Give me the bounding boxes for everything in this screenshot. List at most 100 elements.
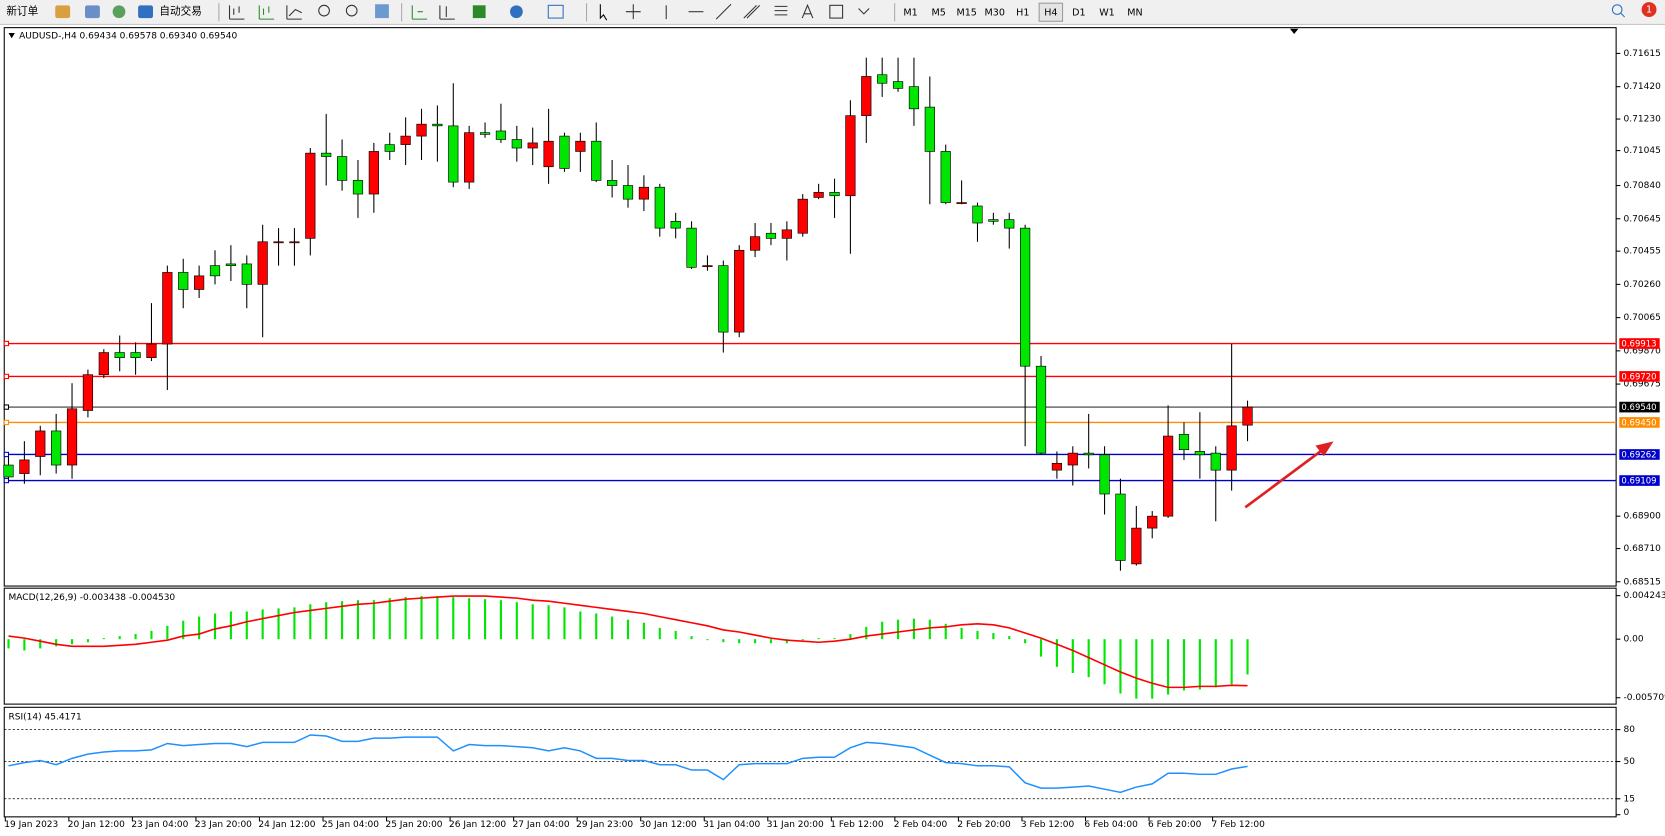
macd-bar (785, 639, 788, 644)
notification-count[interactable]: 1 (1646, 5, 1652, 16)
icon[interactable] (345, 4, 358, 17)
candle-body (432, 123, 443, 127)
timeframe-button[interactable]: M30 (985, 7, 1005, 18)
candle-body (829, 192, 840, 197)
icon[interactable] (743, 4, 761, 19)
icon[interactable] (228, 5, 245, 20)
icon[interactable] (858, 8, 870, 15)
candle-body (336, 156, 348, 181)
icon[interactable] (112, 5, 126, 19)
timeframe-button[interactable]: D1 (1072, 7, 1085, 18)
macd-bar (531, 604, 534, 640)
macd-bar (245, 611, 248, 640)
candle-body (892, 81, 904, 89)
timeframe-button[interactable]: M1 (903, 7, 917, 18)
timeframe-button[interactable]: M15 (957, 7, 977, 18)
macd-bar (1214, 639, 1217, 688)
candle-body (1115, 493, 1126, 561)
macd-bar (976, 630, 979, 640)
macd-bar (817, 638, 820, 640)
x-tick-label: 24 Jan 12:00 (258, 820, 315, 830)
macd-bar (277, 608, 280, 640)
icon[interactable] (801, 3, 814, 19)
macd-bar (404, 597, 407, 640)
level-label: 0.69262 (1621, 451, 1656, 461)
macd-bar (690, 636, 693, 640)
icon[interactable] (439, 5, 455, 20)
icon[interactable] (286, 5, 302, 20)
level-label-bg (1619, 475, 1660, 486)
timeframe-button[interactable]: W1 (1099, 7, 1115, 18)
macd-bar (1135, 639, 1138, 699)
macd-bar (722, 639, 725, 643)
macd-bar (579, 611, 582, 640)
icon[interactable] (472, 5, 486, 19)
macd-bar (356, 600, 360, 640)
candle-body (1163, 435, 1174, 517)
candle-body (638, 186, 649, 200)
candle-body (225, 263, 236, 266)
rsi-line (8, 734, 1248, 794)
candle-body (1178, 434, 1190, 451)
icon[interactable] (85, 5, 100, 19)
icon[interactable] (375, 4, 389, 19)
macd-bar (738, 639, 741, 644)
candle-body (289, 241, 300, 244)
icon[interactable] (547, 4, 564, 19)
level-label: 0.69913 (1621, 340, 1656, 350)
timeframe-button[interactable]: H1 (1016, 7, 1029, 18)
y-tick-label: 0.71420 (1624, 82, 1662, 92)
y-tick-label: 0.004243 (1624, 591, 1665, 601)
timeframe-button[interactable]: M5 (931, 7, 945, 18)
toolbar-button[interactable]: 新订单 (6, 5, 38, 18)
candle-body (241, 263, 252, 285)
macd-bar (1039, 639, 1043, 657)
macd-bar (420, 596, 423, 640)
candle-body (765, 232, 777, 239)
level-label: 0.69720 (1621, 372, 1656, 382)
level-handle (3, 373, 10, 380)
toolbar: 新订单 自动交易 M1 M5 M15 M30 H1 H4 D1 W1 MN 1 (0, 0, 1665, 25)
level-handle (3, 477, 10, 484)
toolbar-button[interactable]: 自动交易 (159, 5, 201, 18)
x-tick-label: 19 Jan 2023 (4, 820, 58, 830)
macd-bar (55, 639, 58, 647)
macd-bar (960, 627, 963, 640)
timeframe-button[interactable]: H4 (1044, 7, 1057, 18)
icon[interactable] (411, 5, 428, 20)
macd-bar (674, 630, 677, 640)
icon[interactable] (55, 5, 71, 19)
macd-bar (1198, 639, 1201, 690)
x-tick-label: 6 Feb 04:00 (1084, 820, 1138, 830)
macd-bar (372, 600, 375, 640)
macd-bar (992, 633, 995, 640)
x-tick-label: 1 Feb 12:00 (830, 820, 884, 830)
level-handle (3, 340, 10, 347)
icon[interactable] (599, 4, 608, 21)
candle-body (718, 265, 729, 333)
icon[interactable] (138, 5, 154, 19)
macd-bar (341, 601, 344, 640)
x-tick-label: 23 Jan 04:00 (131, 820, 188, 830)
indicator-title: MACD(12,26,9) -0.003438 -0.004530 (9, 593, 176, 603)
icon[interactable] (774, 5, 788, 16)
candle-body (940, 151, 951, 203)
icon[interactable] (318, 4, 330, 17)
icon[interactable] (510, 5, 523, 19)
icon[interactable] (829, 4, 844, 19)
macd-bar (118, 636, 121, 640)
icon[interactable] (715, 3, 732, 20)
candle-body (702, 265, 713, 268)
icon[interactable] (258, 5, 275, 20)
candle-body (130, 352, 141, 358)
y-tick-label: 0.71230 (1624, 115, 1662, 125)
level-handle (3, 419, 10, 426)
search-icon[interactable] (1611, 4, 1623, 15)
y-tick-label: 0.71615 (1624, 49, 1661, 59)
notification-badge[interactable] (1641, 2, 1657, 18)
x-tick-label: 2 Feb 20:00 (957, 820, 1011, 830)
icon[interactable] (625, 4, 641, 20)
timeframe-button[interactable]: MN (1127, 7, 1142, 18)
search-icon[interactable] (1619, 12, 1625, 18)
